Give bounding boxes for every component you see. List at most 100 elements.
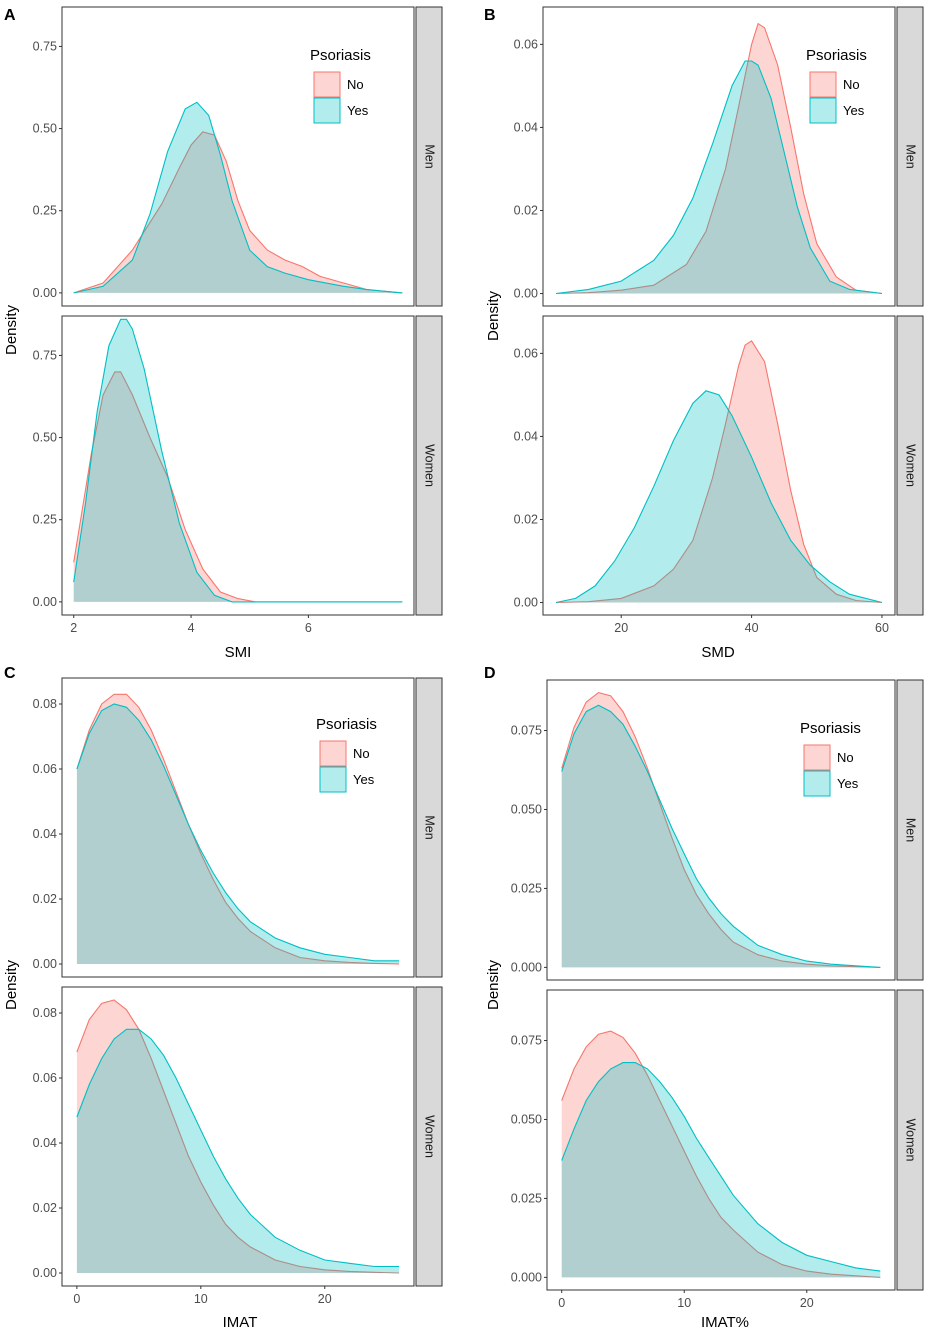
x-tick-label: 10 (194, 1292, 208, 1306)
y-tick-label: 0.075 (511, 724, 542, 738)
facet-men: 0.000 0.025 0.050 0.075 Men (511, 679, 924, 981)
plot-border (546, 679, 896, 981)
facet-women: 0.00 0.02 0.04 0.06 0.08 Women 0 10 20 (33, 986, 443, 1306)
density-area-yes (561, 1062, 881, 1278)
y-tick-label: 0.00 (514, 287, 538, 301)
legend-key-no (319, 740, 347, 767)
density-area-yes (561, 705, 881, 968)
panel-letter: B (484, 7, 496, 24)
legend-key-yes (319, 766, 347, 793)
panel-a: ADensitySMI0.000.250.500.75Men0.000.250.… (3, 6, 443, 661)
density-line-no (76, 693, 400, 965)
y-tick-label: 0.050 (511, 1112, 542, 1126)
facet-men: 0.00 0.25 0.50 0.75 Men (33, 6, 443, 307)
density-line-no (555, 340, 883, 604)
y-tick-label: 0.04 (514, 120, 538, 134)
density-line-yes (73, 318, 403, 603)
x-tick-label: 2 (70, 621, 77, 635)
density-area-no (76, 1000, 400, 1273)
y-tick-label: 0.04 (33, 827, 57, 841)
x-tick-label: 6 (305, 621, 312, 635)
density-area-yes (556, 61, 882, 294)
y-tick-label: 0.25 (33, 204, 57, 218)
legend-title: Psoriasis (806, 47, 867, 64)
legend-label-no: No (347, 77, 364, 92)
density-area-no (73, 371, 403, 602)
density-line-yes (73, 101, 403, 294)
density-line-yes (555, 60, 883, 295)
facet-strip (896, 6, 924, 307)
density-line-no (561, 691, 881, 968)
legend-label-no: No (843, 77, 860, 92)
density-area-yes (76, 1029, 400, 1273)
legend-key-no (313, 71, 341, 98)
density-area-yes (73, 102, 403, 293)
facet-strip (896, 679, 924, 981)
x-tick-label: 0 (73, 1292, 80, 1306)
y-tick-label: 0.08 (33, 1006, 57, 1020)
x-axis-title: IMAT% (701, 1314, 749, 1331)
legend-label-yes: Yes (837, 776, 859, 791)
facet-strip (415, 6, 443, 307)
panel-d: DDensityIMAT%0.0000.0250.0500.075Men0.00… (484, 665, 924, 1331)
y-tick-label: 0.02 (514, 512, 538, 526)
plot-background (62, 7, 414, 306)
facet-women: 0.000 0.025 0.050 0.075 Women 0 10 20 (511, 989, 924, 1310)
x-tick-label: 4 (188, 621, 195, 635)
plot-border (546, 989, 896, 1291)
legend-title: Psoriasis (316, 716, 377, 733)
density-line-yes (561, 704, 881, 968)
legend-label-no: No (837, 750, 854, 765)
facet-men: 0.00 0.02 0.04 0.06 Men (514, 6, 924, 307)
legend: Psoriasis No Yes (316, 716, 377, 793)
y-tick-label: 0.06 (514, 346, 538, 360)
y-axis-title: Density (485, 959, 502, 1010)
y-tick-label: 0.50 (33, 431, 57, 445)
plot-border (542, 6, 896, 307)
facet-strip-label: Men (904, 144, 918, 168)
facet-men: 0.00 0.02 0.04 0.06 0.08 Men (33, 677, 443, 978)
y-tick-label: 0.50 (33, 122, 57, 136)
y-tick-label: 0.02 (33, 892, 57, 906)
facet-strip (896, 315, 924, 616)
x-tick-label: 0 (558, 1296, 565, 1310)
panel-b: BDensitySMD0.000.020.040.06Men0.000.020.… (484, 6, 924, 661)
facet-strip-label: Women (423, 1115, 437, 1158)
plot-border (61, 986, 415, 1287)
legend-label-yes: Yes (353, 772, 375, 787)
facet-strip-label: Men (904, 818, 918, 842)
panel-letter: C (4, 665, 16, 682)
x-axis-title: SMD (701, 644, 735, 661)
plot-border (61, 315, 415, 616)
facet-strip-label: Women (423, 444, 437, 487)
y-tick-label: 0.04 (33, 1136, 57, 1150)
density-area-no (73, 131, 403, 293)
plot-background (62, 987, 414, 1286)
density-line-no (76, 999, 400, 1274)
x-tick-label: 40 (745, 621, 759, 635)
x-tick-label: 20 (318, 1292, 332, 1306)
plot-background (62, 316, 414, 615)
y-tick-label: 0.08 (33, 697, 57, 711)
x-tick-label: 10 (677, 1296, 691, 1310)
density-line-no (73, 131, 403, 294)
x-tick-label: 20 (614, 621, 628, 635)
legend-label-yes: Yes (347, 103, 369, 118)
legend-key-yes (313, 97, 341, 124)
y-tick-label: 0.02 (33, 1201, 57, 1215)
y-axis-title: Density (3, 304, 20, 355)
legend-key-no (809, 71, 837, 98)
plot-background (543, 316, 895, 615)
legend: Psoriasis No Yes (806, 47, 867, 124)
y-axis-title: Density (3, 959, 20, 1010)
panel-c: CDensityIMAT0.000.020.040.060.08Men0.000… (3, 665, 443, 1331)
x-axis-title: SMI (225, 644, 252, 661)
facet-strip (415, 315, 443, 616)
legend-title: Psoriasis (310, 47, 371, 64)
y-tick-label: 0.00 (33, 957, 57, 971)
plot-background (543, 7, 895, 306)
legend-key-yes (803, 770, 831, 797)
legend: Psoriasis No Yes (310, 47, 371, 124)
panel-letter: D (484, 665, 496, 682)
density-area-yes (556, 390, 882, 603)
